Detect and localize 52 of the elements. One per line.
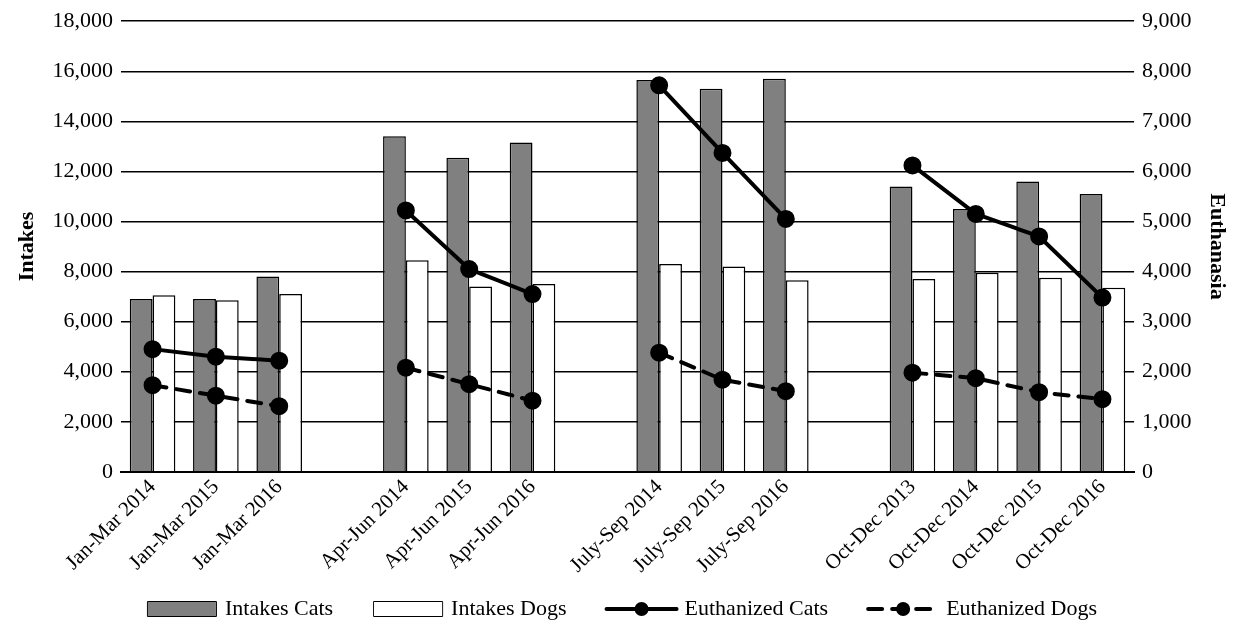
legend-label: Intakes Dogs bbox=[451, 594, 567, 620]
point bbox=[460, 260, 479, 279]
point bbox=[776, 382, 795, 401]
point bbox=[966, 204, 985, 223]
point bbox=[396, 358, 415, 377]
point bbox=[903, 156, 922, 175]
y-tick-label: 2,000 bbox=[63, 407, 113, 433]
y2-tick-label: 4,000 bbox=[1142, 257, 1192, 283]
point bbox=[713, 370, 732, 389]
legend-label: Intakes Cats bbox=[224, 594, 334, 620]
point bbox=[143, 340, 162, 359]
point bbox=[650, 343, 669, 362]
point bbox=[270, 397, 289, 416]
point bbox=[206, 347, 225, 366]
point bbox=[713, 143, 732, 162]
point bbox=[396, 201, 415, 220]
y-axis-title: Intakes bbox=[12, 211, 38, 282]
point bbox=[523, 285, 542, 304]
y2-tick-label: 1,000 bbox=[1142, 407, 1192, 433]
point bbox=[460, 375, 479, 394]
y2-tick-label: 5,000 bbox=[1142, 207, 1192, 233]
point bbox=[270, 351, 289, 370]
y-tick-label: 0 bbox=[101, 457, 113, 483]
y2-tick-label: 0 bbox=[1142, 457, 1154, 483]
point bbox=[776, 209, 795, 228]
point bbox=[523, 391, 542, 410]
point bbox=[143, 376, 162, 395]
y2-tick-label: 3,000 bbox=[1142, 307, 1192, 333]
point bbox=[1030, 227, 1049, 246]
y-tick-label: 14,000 bbox=[52, 107, 113, 133]
point bbox=[1093, 390, 1112, 409]
y-tick-label: 18,000 bbox=[52, 6, 113, 32]
point bbox=[650, 76, 669, 95]
legend-label: Euthanized Cats bbox=[684, 594, 829, 620]
y-tick-label: 16,000 bbox=[52, 57, 113, 83]
y2-tick-label: 7,000 bbox=[1142, 107, 1192, 133]
y2-axis-title: Euthanasia bbox=[1206, 193, 1232, 300]
point bbox=[903, 363, 922, 382]
y-tick-label: 6,000 bbox=[63, 307, 113, 333]
point bbox=[1030, 383, 1049, 402]
y-tick-label: 10,000 bbox=[52, 207, 113, 233]
point bbox=[1093, 288, 1112, 307]
point bbox=[206, 386, 225, 405]
y-tick-label: 12,000 bbox=[52, 157, 113, 183]
legend-label: Euthanized Dogs bbox=[946, 594, 1098, 620]
y2-tick-label: 2,000 bbox=[1142, 357, 1192, 383]
y2-tick-label: 9,000 bbox=[1142, 6, 1192, 32]
y2-tick-label: 8,000 bbox=[1142, 57, 1192, 83]
point bbox=[966, 369, 985, 388]
y-tick-label: 4,000 bbox=[63, 357, 113, 383]
y2-tick-label: 6,000 bbox=[1142, 157, 1192, 183]
y-tick-label: 8,000 bbox=[63, 257, 113, 283]
